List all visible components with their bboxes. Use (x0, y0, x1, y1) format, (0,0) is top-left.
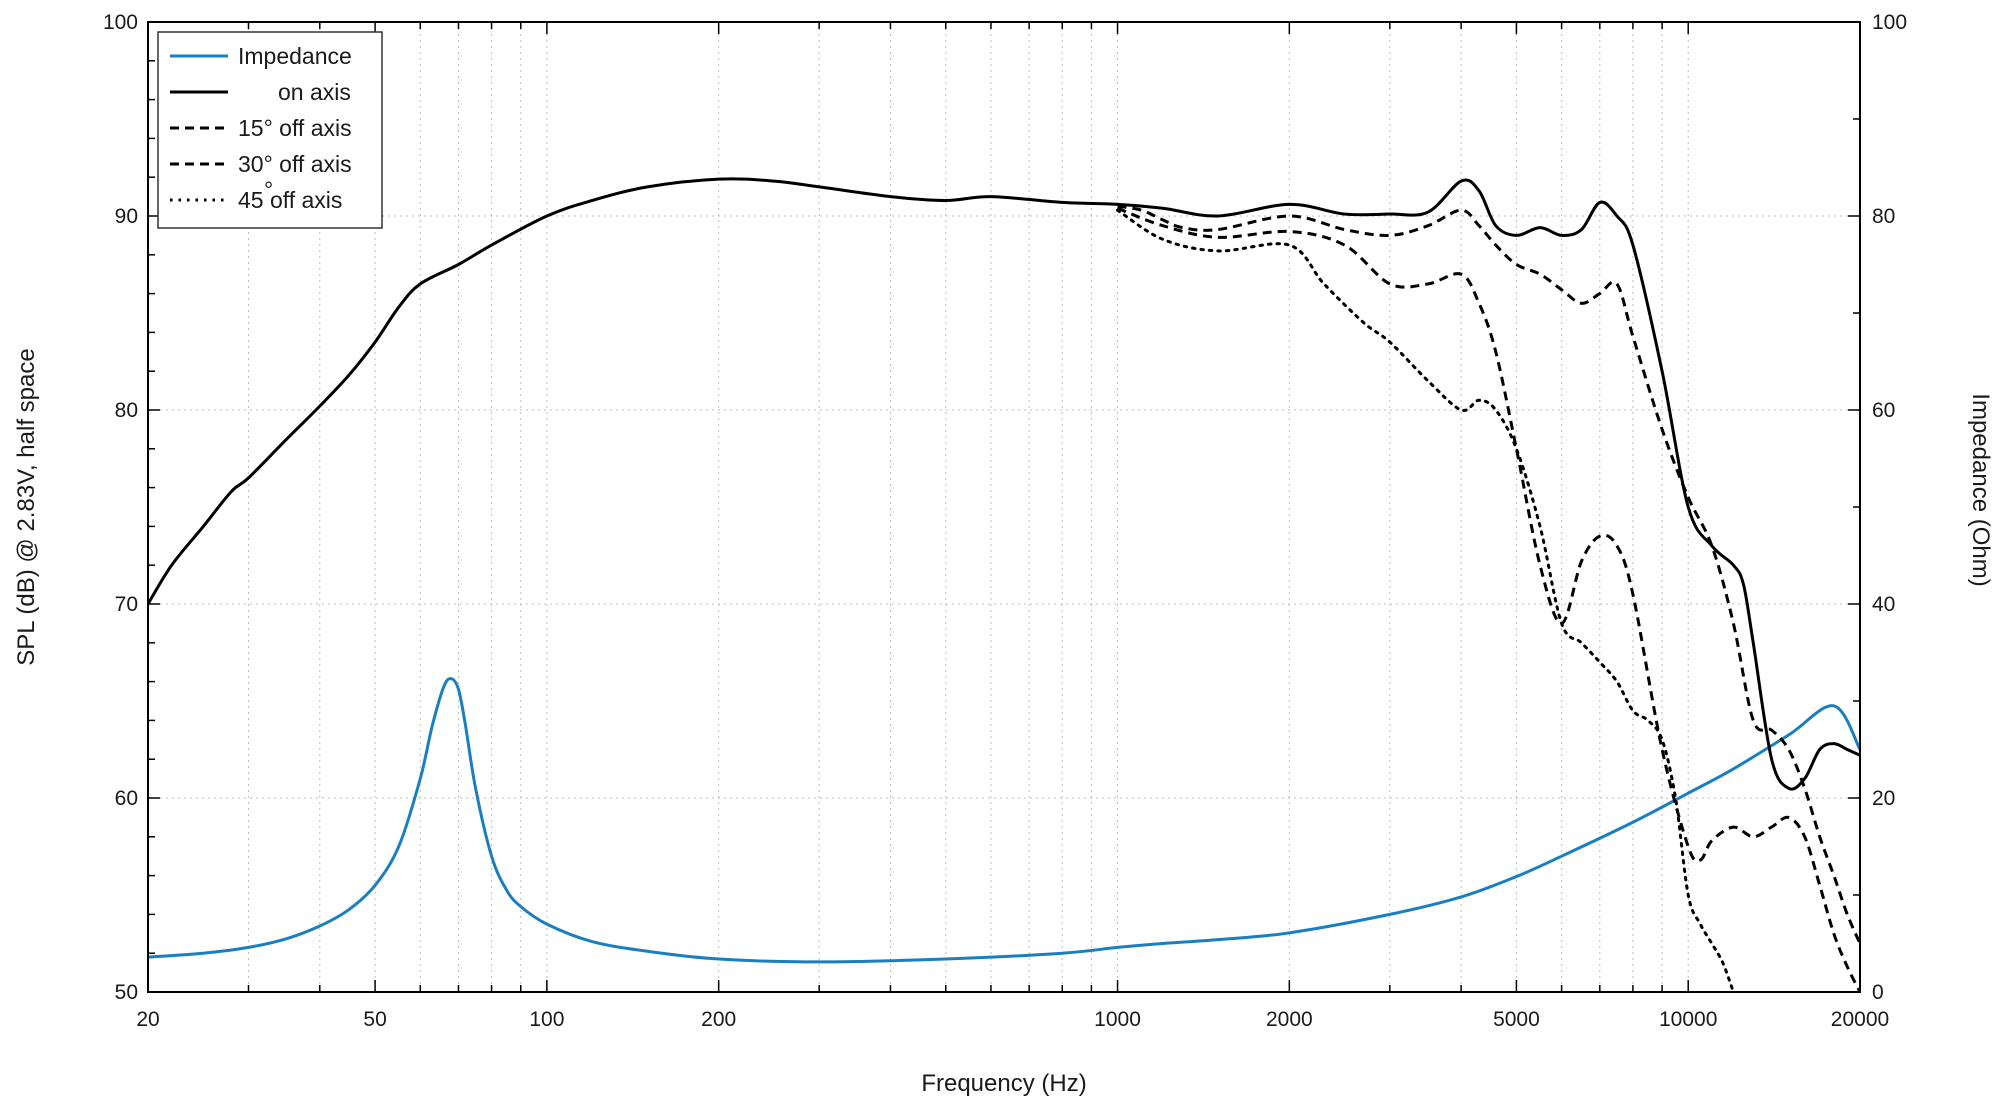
y-axis-left-title: SPL (dB) @ 2.83V, half space (13, 348, 40, 665)
y-left-tick-label: 50 (115, 981, 138, 1004)
x-tick-label: 20 (136, 1008, 159, 1031)
tick-labels: 20 50 100 200 1000 2000 5000 10000 2000050607080… (103, 11, 1907, 1031)
series-30-off-axis (1117, 206, 1860, 992)
axis-ticks (147, 21, 1861, 993)
series-15-off-axis (1117, 204, 1860, 945)
legend: Impedance on axis 15° off axis 30° off a… (157, 31, 383, 229)
series-impedance (148, 677, 1860, 964)
y-right-tick-label: 100 (1872, 11, 1907, 34)
legend-label-45-off-axis: 45 off axis (238, 187, 342, 213)
x-tick-label: 10000 (1659, 1008, 1717, 1031)
x-tick-label: 1000 (1094, 1008, 1141, 1031)
legend-degree-mark: ° (264, 177, 273, 203)
x-axis-title: Frequency (Hz) (921, 1070, 1086, 1097)
y-right-tick-label: 80 (1872, 205, 1895, 228)
y-left-tick-label: 60 (115, 787, 138, 810)
x-tick-label: 5000 (1493, 1008, 1540, 1031)
legend-label-30-off-axis: 30° off axis (238, 151, 352, 177)
series-on-axis (148, 177, 1860, 791)
y-left-tick-label: 70 (115, 593, 138, 616)
x-tick-label: 20000 (1831, 1008, 1889, 1031)
y-left-tick-label: 90 (115, 205, 138, 228)
series-45-off-axis (1116, 208, 1735, 992)
y-right-tick-label: 40 (1872, 593, 1895, 616)
y-right-tick-label: 20 (1872, 787, 1895, 810)
grid (147, 21, 1861, 993)
y-right-tick-label: 60 (1872, 399, 1895, 422)
legend-label-impedance: Impedance (238, 43, 352, 69)
legend-box (157, 31, 383, 229)
y-left-tick-label: 80 (115, 399, 138, 422)
x-tick-label: 2000 (1266, 1008, 1313, 1031)
y-axis-right-title: Impedance (Ohm) (1967, 393, 1994, 586)
x-tick-label: 50 (363, 1008, 386, 1031)
legend-label-15-off-axis: 15° off axis (238, 115, 352, 141)
x-tick-label: 100 (529, 1008, 564, 1031)
legend-label-on-axis: on axis (278, 79, 351, 105)
y-left-tick-label: 100 (103, 11, 138, 34)
series-group (148, 177, 1860, 992)
y-right-tick-label: 0 (1872, 981, 1884, 1004)
x-tick-label: 200 (701, 1008, 736, 1031)
plot-frame (147, 21, 1861, 993)
